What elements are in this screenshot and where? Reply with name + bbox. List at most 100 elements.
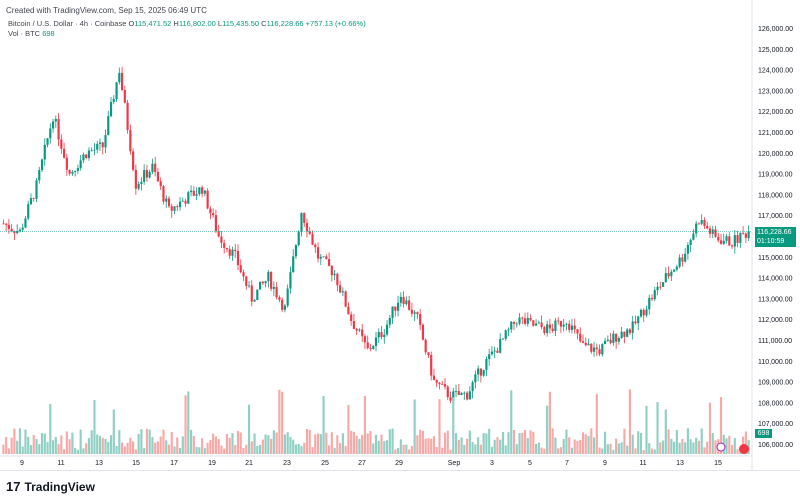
volume-bar bbox=[391, 428, 394, 454]
volume-bar bbox=[5, 437, 8, 454]
candle-body bbox=[606, 339, 609, 341]
tradingview-brand[interactable]: 17 TradingView bbox=[6, 479, 95, 494]
candle-body bbox=[590, 343, 593, 352]
volume-bar bbox=[377, 440, 380, 454]
volume-bar bbox=[10, 437, 13, 454]
volume-bar bbox=[697, 440, 701, 454]
volume-bar bbox=[162, 429, 165, 454]
volume-bar bbox=[333, 447, 336, 454]
candle-body bbox=[653, 290, 656, 300]
candle-body bbox=[46, 138, 49, 145]
x-tick-label: 7 bbox=[565, 460, 569, 467]
volume-bar bbox=[535, 444, 538, 454]
volume-bar bbox=[51, 440, 55, 454]
volume-bar bbox=[322, 395, 325, 454]
candle-body bbox=[245, 276, 248, 287]
candle-body bbox=[678, 257, 681, 267]
volume-bar bbox=[493, 439, 496, 454]
candle-body bbox=[642, 309, 645, 316]
volume-bar bbox=[314, 434, 317, 454]
candle-body bbox=[258, 281, 262, 290]
volume-bar bbox=[126, 442, 129, 454]
candle-body bbox=[684, 253, 687, 262]
volume-bar bbox=[347, 404, 350, 454]
x-tick-label: 17 bbox=[170, 460, 178, 467]
volume-bar bbox=[631, 434, 634, 454]
candle-body bbox=[717, 236, 720, 241]
candle-body bbox=[286, 288, 289, 306]
candle-body bbox=[261, 281, 264, 284]
candle-body bbox=[29, 198, 33, 205]
candle-body bbox=[656, 286, 659, 291]
volume-bar bbox=[129, 437, 132, 454]
candle-body bbox=[112, 98, 115, 102]
x-tick-label: 11 bbox=[639, 460, 646, 467]
volume-bar bbox=[278, 389, 281, 454]
candle-body bbox=[333, 273, 336, 276]
volume-bar bbox=[587, 435, 590, 454]
volume-bar bbox=[355, 435, 358, 454]
candle-body bbox=[278, 297, 281, 300]
volume-value: 698 bbox=[42, 29, 55, 38]
volume-bar bbox=[270, 438, 273, 454]
candle-body bbox=[576, 329, 579, 334]
volume-bar bbox=[63, 449, 66, 454]
candle-body bbox=[347, 306, 350, 315]
x-tick-label: 3 bbox=[490, 460, 494, 467]
volume-bar bbox=[140, 429, 143, 454]
candle-body bbox=[16, 231, 19, 234]
candle-body bbox=[311, 233, 314, 245]
volume-label[interactable]: Vol · BTC bbox=[8, 29, 41, 38]
candle-body bbox=[96, 143, 99, 150]
volume-bar bbox=[272, 430, 275, 454]
candle-body bbox=[339, 285, 342, 293]
candle-body bbox=[40, 159, 44, 171]
candle-body bbox=[352, 320, 355, 329]
volume-bar bbox=[253, 433, 256, 454]
footer-bar bbox=[0, 470, 800, 501]
candle-body bbox=[493, 350, 496, 352]
candle-body bbox=[234, 249, 237, 251]
volume-bar bbox=[670, 438, 673, 454]
volume-bar bbox=[294, 444, 298, 454]
volume-bar bbox=[49, 404, 52, 454]
volume-bar bbox=[283, 434, 286, 454]
candle-body bbox=[63, 148, 66, 158]
candle-body bbox=[570, 325, 574, 330]
y-tick-label: 112,000.00 bbox=[758, 317, 793, 324]
candle-body bbox=[228, 249, 231, 256]
volume-bar bbox=[123, 446, 126, 454]
candle-body bbox=[557, 320, 560, 322]
candle-body bbox=[689, 239, 692, 245]
volume-bar bbox=[634, 448, 637, 454]
candle-body bbox=[673, 269, 676, 272]
x-tick-label: 21 bbox=[245, 460, 253, 467]
candle-body bbox=[708, 228, 712, 234]
y-tick-label: 118,000.00 bbox=[758, 192, 793, 199]
open-value: 115,471.52 bbox=[134, 19, 172, 28]
candle-body bbox=[120, 72, 124, 90]
volume-bar bbox=[744, 431, 747, 454]
volume-bar bbox=[551, 428, 554, 454]
candle-body bbox=[526, 317, 529, 324]
candle-body bbox=[137, 183, 140, 189]
candle-body bbox=[115, 82, 118, 99]
volume-bar bbox=[645, 405, 648, 454]
candle-body bbox=[176, 206, 179, 208]
volume-bar bbox=[217, 439, 220, 454]
volume-bar bbox=[242, 447, 245, 454]
candle-body bbox=[703, 219, 706, 226]
candle-body bbox=[430, 354, 433, 376]
candle-body bbox=[184, 200, 187, 204]
symbol-label[interactable]: Bitcoin / U.S. Dollar · 4h · Coinbase bbox=[8, 19, 127, 28]
candle-body bbox=[82, 154, 85, 161]
volume-bar bbox=[195, 446, 198, 454]
volume-bar bbox=[628, 389, 632, 454]
candle-body bbox=[706, 225, 709, 229]
volume-bar bbox=[286, 432, 289, 454]
volume-bar bbox=[405, 444, 408, 454]
volume-bar bbox=[27, 436, 30, 454]
volume-bar bbox=[474, 444, 477, 454]
candle-body bbox=[488, 354, 491, 360]
price-chart[interactable]: 126,000.00 125,000.00 124,000.00 123,000.00… bbox=[0, 0, 800, 470]
